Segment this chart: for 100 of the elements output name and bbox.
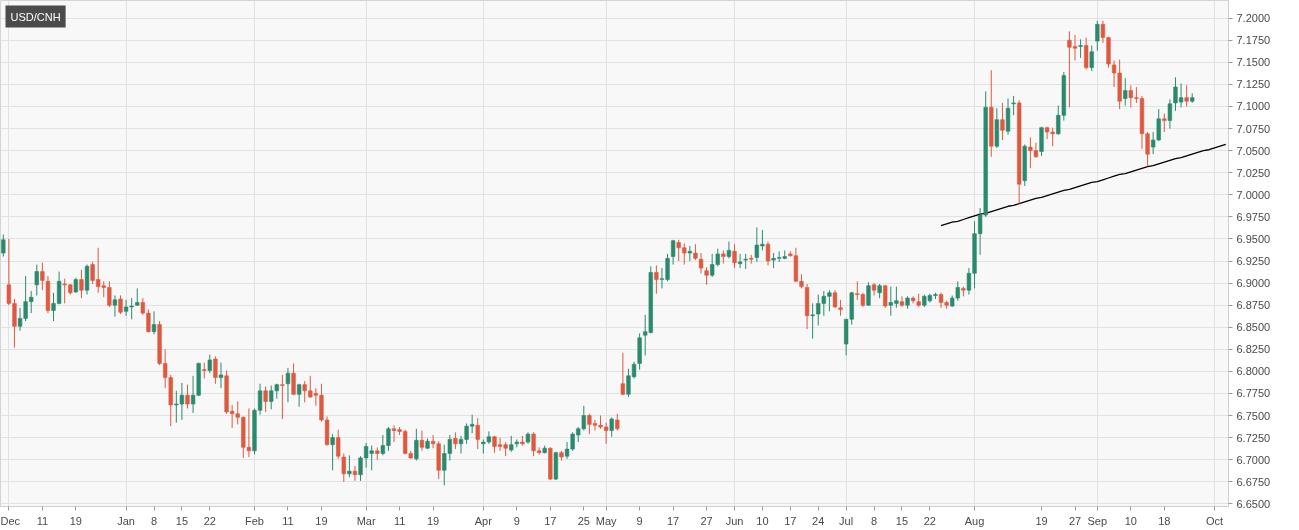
candlestick (112, 294, 118, 318)
x-tick-label: 8 (150, 514, 158, 527)
x-tick-label: 22 (923, 514, 937, 527)
y-tick-label: 6.7000 (1236, 453, 1271, 466)
x-tick-label: 19 (69, 514, 82, 527)
x-tick-label: 10 (756, 514, 769, 527)
y-tick-label: 6.9750 (1236, 210, 1271, 223)
candlestick (285, 367, 291, 403)
y-tick-label: 6.7250 (1236, 431, 1271, 444)
y-tick-label: 6.8500 (1236, 321, 1271, 334)
x-tick-label: Oct (1205, 514, 1224, 527)
candlestick (330, 433, 335, 471)
text: USD/CNH (10, 10, 61, 23)
y-tick-label: 7.2000 (1236, 12, 1271, 25)
candlestick (341, 453, 346, 483)
x-tick-label: 10 (1124, 514, 1137, 527)
candlestick (207, 354, 212, 374)
candlestick (1084, 37, 1089, 70)
x-tick-label: 15 (175, 514, 189, 527)
candlestick (687, 245, 692, 262)
candlestick (1011, 95, 1016, 116)
candlestick (899, 295, 905, 308)
candlestick (765, 241, 771, 266)
candlestick (336, 429, 341, 460)
candlestick (213, 355, 218, 385)
candlestick (352, 465, 358, 482)
candlestick (1, 234, 6, 258)
candlestick (1039, 126, 1044, 157)
candlestick (1095, 20, 1100, 52)
x-tick-label: 17 (784, 514, 797, 527)
candlestick (620, 352, 626, 396)
x-tick-label: 27 (1068, 514, 1082, 527)
candlestick (1078, 38, 1083, 59)
candlestick (280, 374, 285, 420)
y-tick-label: 7.0500 (1236, 144, 1271, 157)
x-tick-label: 27 (700, 514, 713, 527)
candlestick (118, 294, 123, 315)
candlestick (737, 253, 743, 269)
x-tick-label: 17 (544, 514, 557, 527)
candlestick (609, 416, 614, 438)
candlestick (698, 252, 704, 274)
x-tick-label: Apr (474, 514, 493, 527)
candlestick (40, 262, 45, 291)
y-tick-label: 6.9500 (1236, 232, 1271, 245)
candlestick (151, 310, 157, 335)
candlestick (1000, 102, 1005, 141)
x-tick-label: 18 (1158, 514, 1171, 527)
candlestick (654, 264, 659, 295)
x-tick-label: 19 (1035, 514, 1048, 527)
y-tick-label: 6.6500 (1236, 497, 1271, 510)
x-tick-label: 25 (577, 514, 590, 527)
candlestick (414, 428, 419, 462)
x-tick-label: 9 (636, 514, 643, 527)
x-tick-label: 11 (282, 514, 294, 527)
candlestick (1184, 84, 1189, 107)
x-tick-label: Sep (1087, 514, 1108, 527)
y-tick-label: 7.0250 (1236, 166, 1271, 179)
candlestick (1089, 45, 1094, 72)
x-tick-label: Jun (725, 514, 744, 527)
x-tick-label: 19 (315, 514, 328, 527)
x-tick-label: Dec (0, 514, 21, 527)
x-tick-label: 9 (513, 514, 520, 527)
candlestick (1005, 98, 1011, 136)
candlestick (1167, 98, 1173, 130)
y-tick-label: 7.0000 (1236, 188, 1271, 201)
candlestick (1162, 113, 1167, 133)
x-tick-label: Mar (356, 514, 376, 527)
candlestick (263, 385, 268, 413)
x-tick-label: 11 (36, 514, 49, 527)
x-tick-label: 22 (203, 514, 216, 527)
candlestick (34, 264, 39, 296)
y-tick-label: 7.1000 (1236, 100, 1271, 113)
y-tick-label: 6.9000 (1236, 277, 1271, 290)
x-tick-label: Feb (245, 514, 264, 527)
candlestick (291, 362, 296, 396)
y-tick-label: 6.6750 (1236, 475, 1271, 488)
x-tick-label: May (595, 514, 618, 527)
y-tick-label: 6.9250 (1236, 255, 1271, 268)
y-tick-label: 6.8750 (1236, 299, 1271, 312)
x-tick-label: Jan (117, 514, 135, 527)
candlestick (726, 241, 732, 259)
y-tick-label: 6.7500 (1236, 409, 1271, 422)
candlestick (347, 454, 352, 478)
candlestick (79, 269, 84, 299)
x-tick-label: Aug (964, 514, 985, 527)
candlestick (1123, 77, 1128, 107)
x-tick-label: Jul (839, 514, 854, 527)
candlestick (670, 239, 676, 266)
x-tick-label: 19 (426, 514, 440, 527)
x-tick-label: 17 (666, 514, 680, 527)
y-tick-label: 6.8000 (1236, 365, 1271, 378)
x-tick-label: 15 (895, 514, 909, 527)
y-tick-label: 7.0750 (1236, 122, 1271, 135)
y-tick-label: 7.1750 (1236, 34, 1271, 47)
y-tick-label: 6.8250 (1236, 343, 1271, 356)
candlestick (218, 362, 224, 389)
x-tick-label: 8 (871, 514, 878, 527)
x-tick-label: 11 (393, 514, 406, 527)
y-tick-label: 6.7750 (1236, 387, 1271, 400)
candlestick (732, 243, 737, 269)
